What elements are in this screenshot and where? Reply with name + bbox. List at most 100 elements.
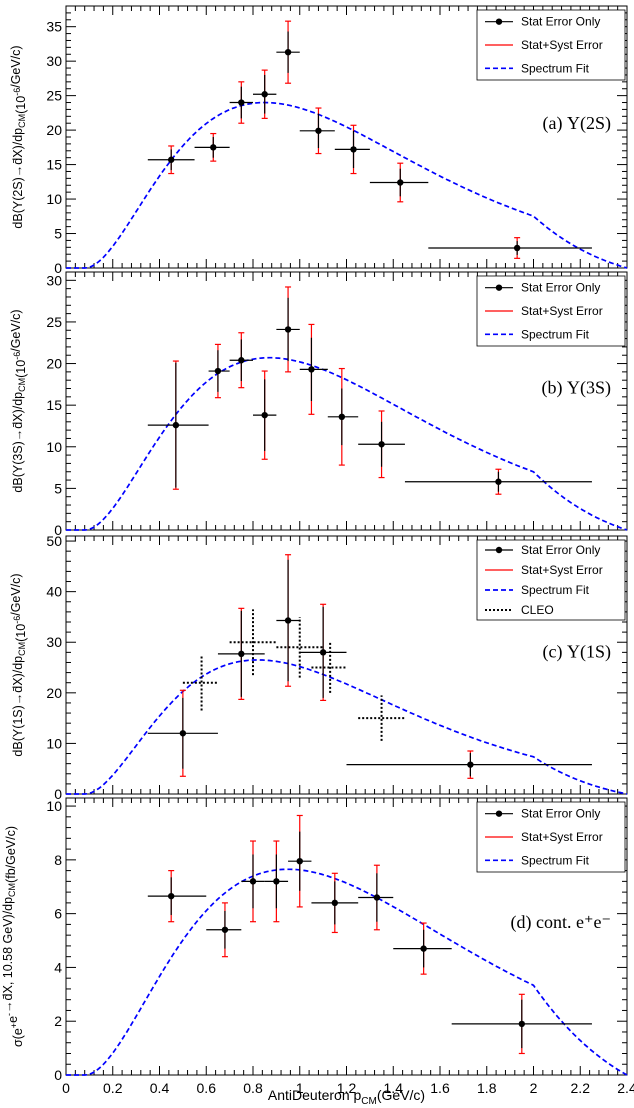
y-tick-label: 15	[46, 397, 62, 413]
y-tick-label: 40	[46, 584, 62, 600]
data-point	[172, 421, 180, 429]
x-axis-label: AntiDeuteron pCM(GeV/c)	[268, 1087, 425, 1107]
y-axis-label-part: CM	[17, 378, 27, 392]
data-point	[273, 878, 280, 885]
legend-label: Stat Error Only	[521, 807, 600, 821]
data-point	[284, 617, 292, 624]
legend-label: Stat Error Only	[521, 281, 600, 295]
data-point	[214, 367, 222, 375]
data-point	[397, 179, 404, 186]
x-tick-label: 1	[296, 1080, 304, 1096]
spectrum-fit-curve	[66, 659, 628, 795]
y-axis-label-part: /GeV/c)	[9, 45, 23, 87]
spectrum-fit-curve	[66, 868, 628, 1076]
data-point	[513, 244, 521, 252]
y-tick-label: 50	[46, 533, 62, 549]
data-point	[467, 761, 474, 768]
y-axis-label-part: (10	[14, 96, 28, 114]
y-tick-label: 10	[46, 735, 62, 751]
y-axis-label-part: σ(e	[11, 1028, 25, 1047]
x-tick-label: 2.2	[571, 1080, 591, 1096]
data-point	[350, 146, 357, 153]
legend-stat-marker	[495, 284, 503, 291]
y-axis-label-part: -6	[12, 352, 22, 360]
data-point	[284, 326, 292, 333]
y-tick-label: 35	[46, 19, 62, 35]
y-tick-label: 10	[46, 798, 62, 814]
data-point	[167, 156, 175, 163]
data-point	[338, 413, 346, 421]
x-axis-label-part: (GeV/c)	[377, 1087, 425, 1103]
y-axis-label-part: CM	[7, 883, 17, 897]
y-tick-label: 30	[46, 634, 62, 650]
y-axis-label-part: -6	[12, 616, 22, 624]
legend-label: CLEO	[521, 603, 554, 617]
legend-label: Stat+Syst Error	[521, 38, 603, 52]
legend-stat-marker	[495, 810, 503, 817]
spectrum-fit-curve	[66, 101, 628, 269]
y-axis-label-part: -6	[12, 88, 22, 96]
data-point	[378, 441, 385, 448]
y-tick-label: 4	[54, 959, 62, 975]
data-point	[221, 926, 229, 933]
data-point	[179, 730, 187, 737]
y-tick-label: 25	[46, 314, 62, 330]
y-tick-label: 30	[46, 53, 62, 69]
x-tick-label: 0.2	[103, 1080, 123, 1096]
data-point	[308, 366, 315, 373]
legend-label: Stat+Syst Error	[521, 304, 603, 318]
y-axis-label-part: (fb/GeV/c)	[4, 826, 18, 883]
x-axis-label-part: AntiDeuteron p	[268, 1087, 362, 1103]
y-tick-label: 6	[54, 906, 62, 922]
legend-label: Stat Error Only	[521, 543, 600, 557]
panel-annotation: (a) Υ(2S)	[543, 113, 611, 134]
legend-label: Stat+Syst Error	[521, 830, 603, 844]
y-tick-label: 30	[46, 272, 62, 288]
y-axis-label: dB(Υ(2S)→d̄X)/dpCM(10-6/GeV/c)	[9, 45, 28, 228]
y-tick-label: 0	[54, 522, 62, 538]
y-axis-label-part: (10	[14, 360, 28, 378]
legend-label: Spectrum Fit	[521, 61, 590, 75]
data-point	[420, 945, 427, 952]
y-axis-label-part: (10	[14, 624, 28, 642]
data-point	[238, 650, 245, 658]
y-tick-label: 0	[54, 786, 62, 802]
y-axis-label-part: +	[9, 1023, 19, 1028]
legend-label: Spectrum Fit	[521, 327, 590, 341]
y-axis-label: dB(Υ(3S)→d̄X)/dpCM(10-6/GeV/c)	[9, 309, 28, 492]
data-point	[315, 127, 322, 134]
x-tick-label: 0.8	[243, 1080, 263, 1096]
y-axis-label-part: dB(Υ(2S)→d̄X)/dp	[11, 128, 25, 229]
spectrum-fit-curve	[66, 356, 628, 531]
data-point	[296, 857, 303, 865]
panel-d: 0 2 4 6 8 10 σ(e+e-→d̄X, 10.58 GeV)/dpCM(fb/Ge…	[1, 797, 628, 1083]
data-point	[261, 411, 268, 419]
legend-label: Spectrum Fit	[521, 583, 590, 597]
data-point	[261, 91, 268, 98]
x-tick-label: 0.6	[197, 1080, 217, 1096]
x-tick-label: 2	[530, 1080, 538, 1096]
legend-label: Spectrum Fit	[521, 853, 590, 867]
legend-stat-marker	[495, 18, 503, 25]
y-axis-label-part: CM	[17, 114, 27, 128]
y-tick-label: 8	[54, 852, 62, 868]
x-tick-label: 1.8	[477, 1080, 497, 1096]
x-tick-label: 1.2	[337, 1080, 357, 1096]
panel-a: 0 5 10 15 20 25 30 35 dB(Υ(2S)→d̄X)/dpCM(10-6/Ge…	[9, 5, 628, 276]
panel-annotation: (b) Υ(3S)	[542, 377, 612, 398]
y-axis-label-part: /GeV/c)	[9, 573, 23, 615]
data-point	[284, 48, 292, 56]
legend-label: Stat+Syst Error	[521, 563, 603, 577]
panel-b: 0 5 10 15 20 25 30 dB(Υ(3S)→d̄X)/dpCM(10-6/GeV/…	[9, 271, 628, 538]
y-axis-label-part: dB(Υ(1S)→d̄X)/dp	[11, 656, 25, 757]
x-tick-label: 0	[62, 1080, 70, 1096]
data-point	[331, 899, 339, 907]
legend-stat-marker	[495, 546, 503, 554]
data-point	[210, 144, 217, 151]
data-point	[319, 649, 327, 656]
y-tick-label: 20	[46, 685, 62, 701]
x-tick-label: 1.4	[384, 1080, 404, 1096]
y-tick-label: 0	[54, 1067, 62, 1083]
y-axis-label-part: CM	[17, 642, 27, 656]
